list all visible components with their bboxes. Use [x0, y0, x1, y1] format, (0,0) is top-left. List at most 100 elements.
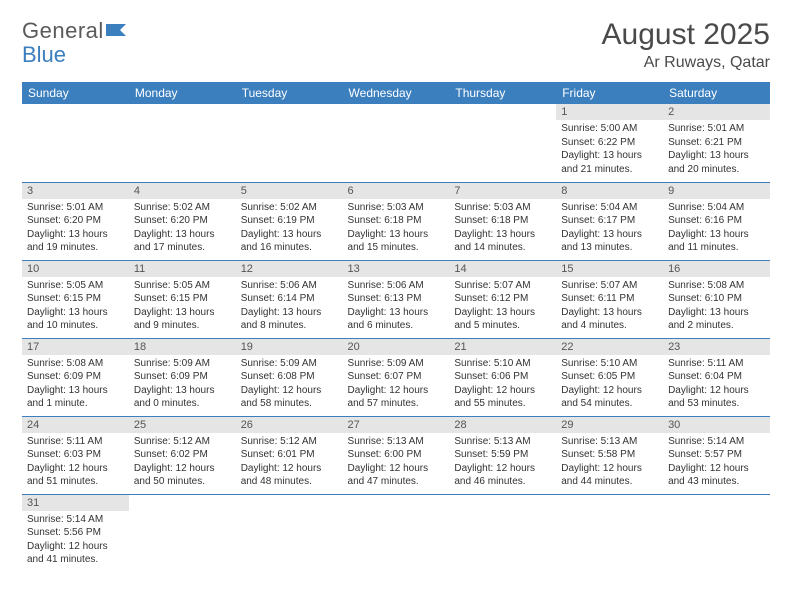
- weekday-header: Friday: [556, 82, 663, 104]
- day-details: Sunrise: 5:01 AMSunset: 6:20 PMDaylight:…: [22, 199, 129, 259]
- calendar-day-cell: 4Sunrise: 5:02 AMSunset: 6:20 PMDaylight…: [129, 182, 236, 260]
- day-details: Sunrise: 5:08 AMSunset: 6:09 PMDaylight:…: [22, 355, 129, 415]
- day-details: Sunrise: 5:04 AMSunset: 6:17 PMDaylight:…: [556, 199, 663, 259]
- location: Ar Ruways, Qatar: [602, 54, 770, 72]
- day-details: Sunrise: 5:02 AMSunset: 6:19 PMDaylight:…: [236, 199, 343, 259]
- title-block: August 2025 Ar Ruways, Qatar: [602, 18, 770, 72]
- calendar-day-cell: 14Sunrise: 5:07 AMSunset: 6:12 PMDayligh…: [449, 260, 556, 338]
- day-number: 17: [22, 339, 129, 355]
- day-number: 31: [22, 495, 129, 511]
- calendar-day-cell: 9Sunrise: 5:04 AMSunset: 6:16 PMDaylight…: [663, 182, 770, 260]
- calendar-day-cell: [556, 494, 663, 572]
- day-details: Sunrise: 5:14 AMSunset: 5:57 PMDaylight:…: [663, 433, 770, 493]
- day-number: 6: [343, 183, 450, 199]
- calendar-day-cell: 13Sunrise: 5:06 AMSunset: 6:13 PMDayligh…: [343, 260, 450, 338]
- day-details: Sunrise: 5:04 AMSunset: 6:16 PMDaylight:…: [663, 199, 770, 259]
- calendar-day-cell: 31Sunrise: 5:14 AMSunset: 5:56 PMDayligh…: [22, 494, 129, 572]
- day-number: 26: [236, 417, 343, 433]
- calendar-day-cell: 7Sunrise: 5:03 AMSunset: 6:18 PMDaylight…: [449, 182, 556, 260]
- calendar-day-cell: 2Sunrise: 5:01 AMSunset: 6:21 PMDaylight…: [663, 104, 770, 182]
- day-details: Sunrise: 5:02 AMSunset: 6:20 PMDaylight:…: [129, 199, 236, 259]
- calendar-week-row: 31Sunrise: 5:14 AMSunset: 5:56 PMDayligh…: [22, 494, 770, 572]
- calendar-day-cell: 18Sunrise: 5:09 AMSunset: 6:09 PMDayligh…: [129, 338, 236, 416]
- calendar-day-cell: [663, 494, 770, 572]
- calendar-day-cell: [449, 494, 556, 572]
- day-number: 23: [663, 339, 770, 355]
- calendar-day-cell: [236, 494, 343, 572]
- day-details: Sunrise: 5:01 AMSunset: 6:21 PMDaylight:…: [663, 120, 770, 180]
- day-number: 16: [663, 261, 770, 277]
- calendar-day-cell: 10Sunrise: 5:05 AMSunset: 6:15 PMDayligh…: [22, 260, 129, 338]
- day-number: 10: [22, 261, 129, 277]
- calendar-table: SundayMondayTuesdayWednesdayThursdayFrid…: [22, 82, 770, 572]
- day-number: 14: [449, 261, 556, 277]
- calendar-day-cell: 15Sunrise: 5:07 AMSunset: 6:11 PMDayligh…: [556, 260, 663, 338]
- day-number: 29: [556, 417, 663, 433]
- day-number: 19: [236, 339, 343, 355]
- day-details: Sunrise: 5:00 AMSunset: 6:22 PMDaylight:…: [556, 120, 663, 180]
- day-details: Sunrise: 5:11 AMSunset: 6:04 PMDaylight:…: [663, 355, 770, 415]
- calendar-day-cell: [22, 104, 129, 182]
- calendar-day-cell: [343, 494, 450, 572]
- day-details: Sunrise: 5:08 AMSunset: 6:10 PMDaylight:…: [663, 277, 770, 337]
- calendar-day-cell: [129, 494, 236, 572]
- weekday-header-row: SundayMondayTuesdayWednesdayThursdayFrid…: [22, 82, 770, 104]
- weekday-header: Saturday: [663, 82, 770, 104]
- header: General August 2025 Ar Ruways, Qatar: [22, 18, 770, 72]
- day-details: Sunrise: 5:13 AMSunset: 5:59 PMDaylight:…: [449, 433, 556, 493]
- day-details: Sunrise: 5:13 AMSunset: 5:58 PMDaylight:…: [556, 433, 663, 493]
- day-details: Sunrise: 5:05 AMSunset: 6:15 PMDaylight:…: [22, 277, 129, 337]
- day-details: Sunrise: 5:07 AMSunset: 6:12 PMDaylight:…: [449, 277, 556, 337]
- calendar-day-cell: 27Sunrise: 5:13 AMSunset: 6:00 PMDayligh…: [343, 416, 450, 494]
- day-number: 11: [129, 261, 236, 277]
- day-number: 18: [129, 339, 236, 355]
- weekday-header: Monday: [129, 82, 236, 104]
- calendar-day-cell: 16Sunrise: 5:08 AMSunset: 6:10 PMDayligh…: [663, 260, 770, 338]
- day-details: Sunrise: 5:07 AMSunset: 6:11 PMDaylight:…: [556, 277, 663, 337]
- day-number: 8: [556, 183, 663, 199]
- day-number: 12: [236, 261, 343, 277]
- day-details: Sunrise: 5:13 AMSunset: 6:00 PMDaylight:…: [343, 433, 450, 493]
- day-details: Sunrise: 5:11 AMSunset: 6:03 PMDaylight:…: [22, 433, 129, 493]
- calendar-day-cell: [449, 104, 556, 182]
- calendar-day-cell: 1Sunrise: 5:00 AMSunset: 6:22 PMDaylight…: [556, 104, 663, 182]
- day-number: 4: [129, 183, 236, 199]
- calendar-day-cell: 21Sunrise: 5:10 AMSunset: 6:06 PMDayligh…: [449, 338, 556, 416]
- logo-flag-icon: [106, 18, 130, 44]
- calendar-day-cell: 29Sunrise: 5:13 AMSunset: 5:58 PMDayligh…: [556, 416, 663, 494]
- calendar-day-cell: 26Sunrise: 5:12 AMSunset: 6:01 PMDayligh…: [236, 416, 343, 494]
- calendar-day-cell: 12Sunrise: 5:06 AMSunset: 6:14 PMDayligh…: [236, 260, 343, 338]
- calendar-day-cell: 8Sunrise: 5:04 AMSunset: 6:17 PMDaylight…: [556, 182, 663, 260]
- logo-text-blue: Blue: [22, 42, 66, 68]
- day-details: Sunrise: 5:10 AMSunset: 6:05 PMDaylight:…: [556, 355, 663, 415]
- day-number: 1: [556, 104, 663, 120]
- day-number: 15: [556, 261, 663, 277]
- month-title: August 2025: [602, 18, 770, 52]
- day-details: Sunrise: 5:03 AMSunset: 6:18 PMDaylight:…: [449, 199, 556, 259]
- calendar-day-cell: 5Sunrise: 5:02 AMSunset: 6:19 PMDaylight…: [236, 182, 343, 260]
- calendar-day-cell: [129, 104, 236, 182]
- day-number: 9: [663, 183, 770, 199]
- calendar-day-cell: 25Sunrise: 5:12 AMSunset: 6:02 PMDayligh…: [129, 416, 236, 494]
- weekday-header: Tuesday: [236, 82, 343, 104]
- calendar-day-cell: 19Sunrise: 5:09 AMSunset: 6:08 PMDayligh…: [236, 338, 343, 416]
- logo-text-general: General: [22, 18, 104, 44]
- day-number: 22: [556, 339, 663, 355]
- calendar-day-cell: 20Sunrise: 5:09 AMSunset: 6:07 PMDayligh…: [343, 338, 450, 416]
- day-number: 27: [343, 417, 450, 433]
- day-details: Sunrise: 5:09 AMSunset: 6:08 PMDaylight:…: [236, 355, 343, 415]
- calendar-day-cell: 17Sunrise: 5:08 AMSunset: 6:09 PMDayligh…: [22, 338, 129, 416]
- calendar-day-cell: [343, 104, 450, 182]
- day-number: 5: [236, 183, 343, 199]
- day-details: Sunrise: 5:06 AMSunset: 6:13 PMDaylight:…: [343, 277, 450, 337]
- weekday-header: Wednesday: [343, 82, 450, 104]
- day-number: 7: [449, 183, 556, 199]
- day-details: Sunrise: 5:10 AMSunset: 6:06 PMDaylight:…: [449, 355, 556, 415]
- calendar-day-cell: 6Sunrise: 5:03 AMSunset: 6:18 PMDaylight…: [343, 182, 450, 260]
- day-number: 3: [22, 183, 129, 199]
- weekday-header: Thursday: [449, 82, 556, 104]
- calendar-day-cell: 3Sunrise: 5:01 AMSunset: 6:20 PMDaylight…: [22, 182, 129, 260]
- calendar-week-row: 17Sunrise: 5:08 AMSunset: 6:09 PMDayligh…: [22, 338, 770, 416]
- day-number: 2: [663, 104, 770, 120]
- weekday-header: Sunday: [22, 82, 129, 104]
